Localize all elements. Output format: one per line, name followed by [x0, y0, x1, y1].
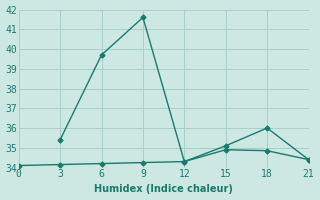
X-axis label: Humidex (Indice chaleur): Humidex (Indice chaleur) — [94, 184, 233, 194]
